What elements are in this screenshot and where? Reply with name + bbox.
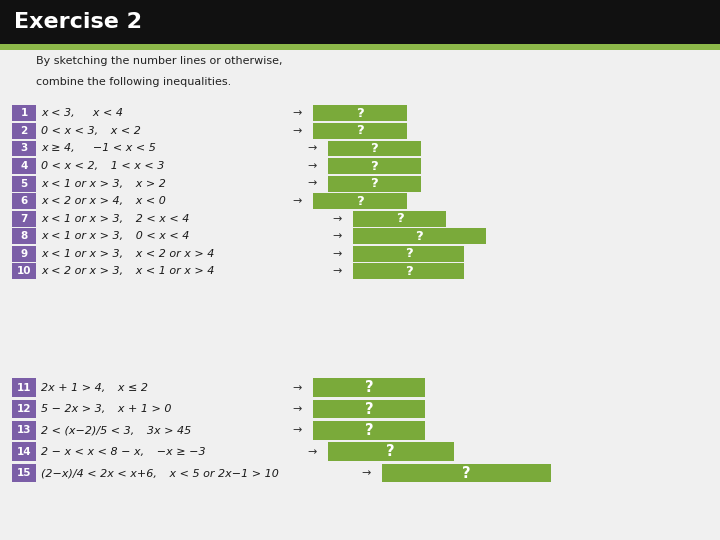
Text: ?: ? bbox=[387, 444, 395, 459]
Text: x < 1 or x > 3,   x < 2 or x > 4: x < 1 or x > 3, x < 2 or x > 4 bbox=[41, 249, 215, 259]
Bar bbox=[12, 264, 36, 279]
Text: By sketching the number lines or otherwise,: By sketching the number lines or otherwi… bbox=[36, 56, 282, 66]
Text: ?: ? bbox=[365, 423, 373, 438]
Bar bbox=[328, 140, 421, 157]
Text: ?: ? bbox=[371, 177, 378, 190]
Text: ?: ? bbox=[371, 142, 378, 155]
Bar bbox=[12, 176, 36, 192]
Bar bbox=[12, 421, 36, 440]
Bar bbox=[328, 176, 421, 192]
Text: →: → bbox=[332, 249, 342, 259]
Bar bbox=[12, 228, 36, 244]
Text: 0 < x < 3,   x < 2: 0 < x < 3, x < 2 bbox=[41, 126, 141, 136]
Text: 1: 1 bbox=[20, 109, 28, 118]
Bar bbox=[0, 0, 720, 44]
Text: ?: ? bbox=[405, 265, 413, 278]
Text: →: → bbox=[292, 196, 302, 206]
Bar bbox=[12, 211, 36, 227]
Text: x < 1 or x > 3,   x > 2: x < 1 or x > 3, x > 2 bbox=[41, 179, 166, 188]
Text: x < 2 or x > 3,   x < 1 or x > 4: x < 2 or x > 3, x < 1 or x > 4 bbox=[41, 266, 215, 276]
Text: 15: 15 bbox=[17, 468, 32, 478]
Text: 8: 8 bbox=[20, 231, 28, 241]
Text: ?: ? bbox=[365, 380, 373, 395]
Text: →: → bbox=[307, 447, 317, 457]
Text: ?: ? bbox=[356, 124, 364, 138]
Text: (2−x)/4 < 2x < x+6,   x < 5 or 2x−1 > 10: (2−x)/4 < 2x < x+6, x < 5 or 2x−1 > 10 bbox=[41, 468, 279, 478]
Text: 11: 11 bbox=[17, 383, 32, 393]
Text: x < 1 or x > 3,   0 < x < 4: x < 1 or x > 3, 0 < x < 4 bbox=[41, 231, 189, 241]
Text: →: → bbox=[332, 266, 342, 276]
Bar bbox=[353, 211, 446, 227]
Text: ?: ? bbox=[396, 212, 403, 225]
Text: combine the following inequalities.: combine the following inequalities. bbox=[36, 77, 231, 87]
Text: →: → bbox=[307, 161, 317, 171]
Text: 0 < x < 2,   1 < x < 3: 0 < x < 2, 1 < x < 3 bbox=[41, 161, 164, 171]
Bar bbox=[313, 123, 407, 139]
Text: 9: 9 bbox=[21, 249, 27, 259]
Bar bbox=[12, 400, 36, 419]
Text: 6: 6 bbox=[20, 196, 28, 206]
Text: ?: ? bbox=[365, 402, 373, 416]
Text: x < 1 or x > 3,   2 < x < 4: x < 1 or x > 3, 2 < x < 4 bbox=[41, 214, 189, 224]
Bar bbox=[12, 140, 36, 157]
Text: 7: 7 bbox=[20, 214, 28, 224]
Text: 14: 14 bbox=[17, 447, 32, 457]
Text: 2 − x < x < 8 − x,   −x ≥ −3: 2 − x < x < 8 − x, −x ≥ −3 bbox=[41, 447, 206, 457]
Bar bbox=[12, 464, 36, 482]
Text: →: → bbox=[292, 383, 302, 393]
Bar bbox=[328, 442, 454, 461]
Text: x ≥ 4,    −1 < x < 5: x ≥ 4, −1 < x < 5 bbox=[41, 144, 156, 153]
Text: →: → bbox=[332, 231, 342, 241]
Bar bbox=[382, 464, 551, 482]
Bar bbox=[12, 193, 36, 209]
Text: →: → bbox=[307, 144, 317, 153]
Text: 5: 5 bbox=[20, 179, 28, 188]
Text: →: → bbox=[361, 468, 371, 478]
Text: ?: ? bbox=[462, 465, 470, 481]
Text: →: → bbox=[332, 214, 342, 224]
Text: →: → bbox=[307, 179, 317, 188]
Text: 2: 2 bbox=[20, 126, 28, 136]
Text: ?: ? bbox=[356, 107, 364, 120]
Bar bbox=[313, 379, 425, 397]
Text: ?: ? bbox=[371, 159, 378, 173]
Text: →: → bbox=[292, 404, 302, 414]
Bar bbox=[12, 123, 36, 139]
Bar bbox=[12, 246, 36, 262]
Bar bbox=[313, 400, 425, 419]
Text: 2x + 1 > 4,   x ≤ 2: 2x + 1 > 4, x ≤ 2 bbox=[41, 383, 148, 393]
Bar bbox=[313, 193, 407, 209]
Text: 2 < (x−2)/5 < 3,   3x > 45: 2 < (x−2)/5 < 3, 3x > 45 bbox=[41, 426, 192, 435]
Bar bbox=[0, 44, 720, 50]
Text: 5 − 2x > 3,   x + 1 > 0: 5 − 2x > 3, x + 1 > 0 bbox=[41, 404, 171, 414]
Bar bbox=[12, 442, 36, 461]
Bar bbox=[12, 105, 36, 122]
Bar bbox=[313, 105, 407, 122]
Bar bbox=[328, 158, 421, 174]
Text: ?: ? bbox=[405, 247, 413, 260]
Text: →: → bbox=[292, 109, 302, 118]
Text: 13: 13 bbox=[17, 426, 32, 435]
Text: 10: 10 bbox=[17, 266, 32, 276]
Text: 3: 3 bbox=[20, 144, 28, 153]
Text: →: → bbox=[292, 126, 302, 136]
Text: ?: ? bbox=[356, 194, 364, 208]
Bar bbox=[12, 158, 36, 174]
Bar bbox=[353, 264, 464, 279]
Text: 12: 12 bbox=[17, 404, 32, 414]
Bar bbox=[313, 421, 425, 440]
Text: x < 3,    x < 4: x < 3, x < 4 bbox=[41, 109, 123, 118]
Text: →: → bbox=[292, 426, 302, 435]
Text: Exercise 2: Exercise 2 bbox=[14, 12, 143, 32]
Bar bbox=[12, 379, 36, 397]
Bar bbox=[353, 246, 464, 262]
Bar bbox=[353, 228, 486, 244]
Text: x < 2 or x > 4,   x < 0: x < 2 or x > 4, x < 0 bbox=[41, 196, 166, 206]
Text: 4: 4 bbox=[20, 161, 28, 171]
Text: ?: ? bbox=[415, 230, 423, 243]
